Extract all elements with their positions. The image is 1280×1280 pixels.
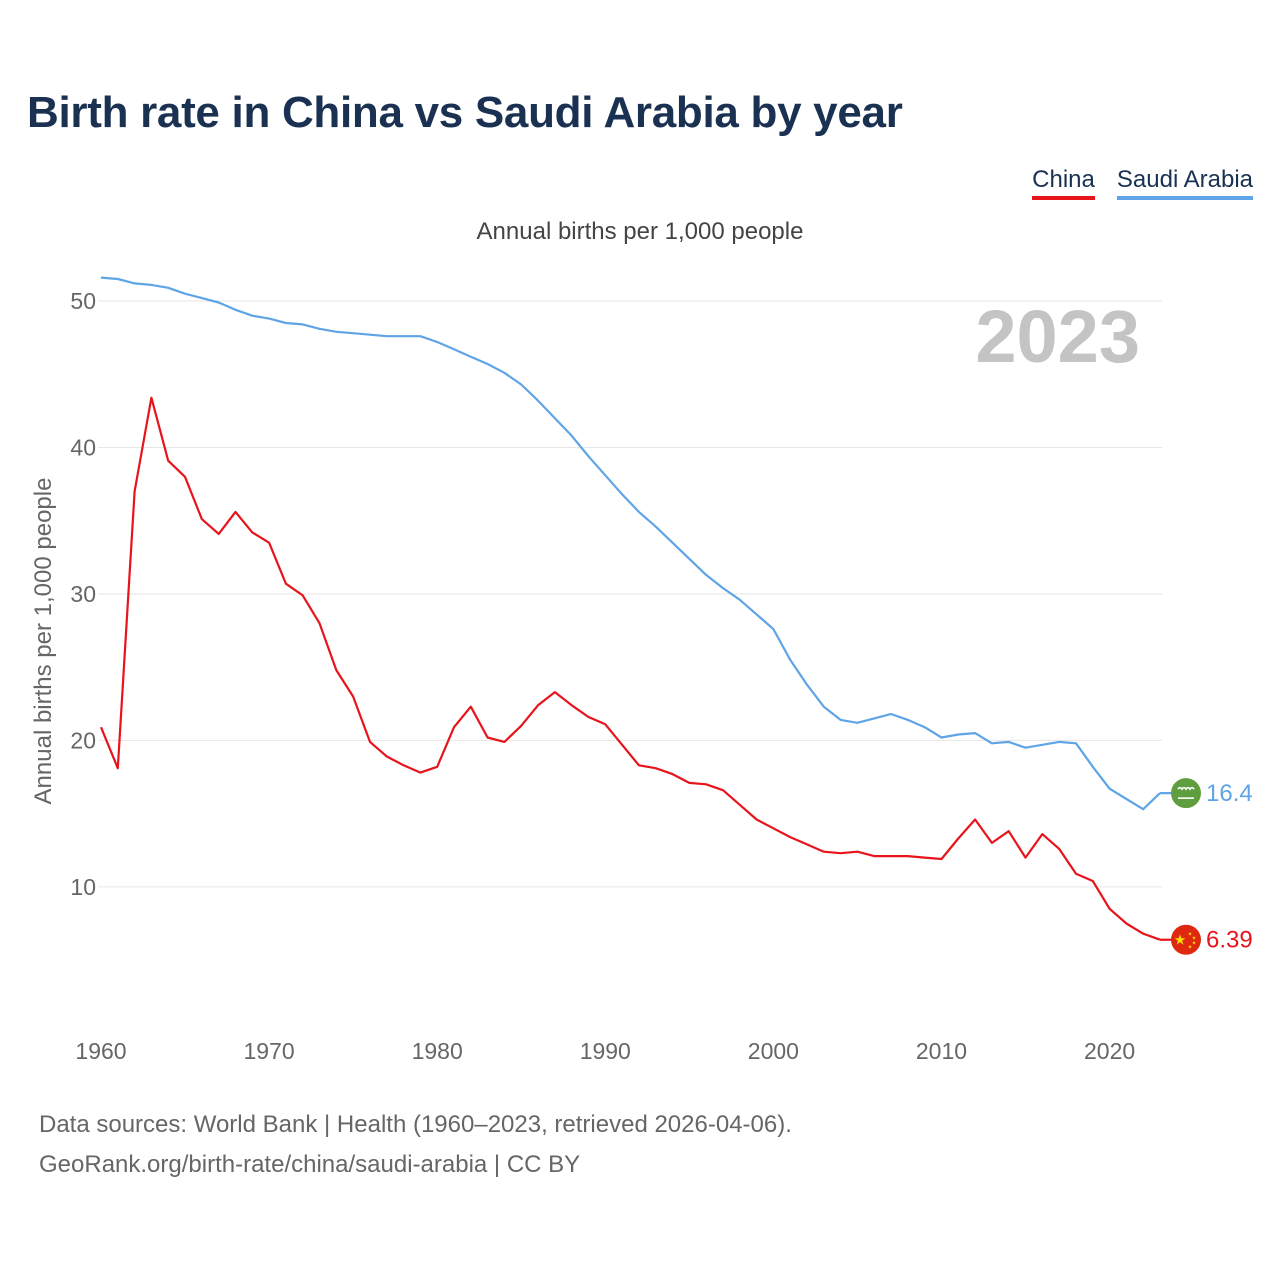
x-tick-label: 1990 [580, 1038, 631, 1064]
grid-lines [98, 300, 1162, 888]
y-tick-label: 20 [70, 727, 96, 753]
series-line-saudi-arabia[interactable] [100, 276, 1161, 811]
svg-text:★: ★ [1192, 936, 1197, 942]
legend-item-china[interactable]: China [1032, 166, 1095, 200]
y-axis-ticks: 10 20 30 40 50 [70, 288, 96, 900]
chart-subtitle: Annual births per 1,000 people [476, 218, 804, 245]
year-watermark: 2023 [975, 295, 1140, 378]
series-lines [99, 276, 1161, 941]
legend: China Saudi Arabia [1032, 166, 1253, 200]
end-value-label-saudi-arabia: 16.4 [1206, 780, 1253, 807]
flag-icon-china: ★ ★★★★ [1171, 924, 1201, 955]
x-tick-label: 2000 [748, 1038, 799, 1064]
flag-icon-saudi-arabia [1171, 778, 1201, 809]
svg-text:★: ★ [1174, 933, 1187, 949]
footer-link[interactable]: GeoRank.org/birth-rate/china/saudi-arabi… [39, 1151, 581, 1178]
footer: Data sources: World Bank | Health (1960–… [39, 1105, 792, 1185]
series-line-china[interactable] [99, 396, 1161, 941]
svg-text:★: ★ [1188, 945, 1193, 951]
footer-sources: Data sources: World Bank | Health (1960–… [39, 1111, 792, 1138]
svg-text:★: ★ [1192, 941, 1197, 947]
y-tick-label: 50 [70, 288, 96, 314]
y-tick-label: 10 [70, 874, 96, 900]
y-tick-label: 40 [70, 434, 96, 460]
legend-item-saudi-arabia[interactable]: Saudi Arabia [1116, 166, 1253, 200]
x-tick-label: 1960 [75, 1038, 126, 1064]
svg-text:★: ★ [1188, 932, 1193, 938]
x-tick-label: 1970 [244, 1038, 295, 1064]
x-tick-label: 2010 [916, 1038, 967, 1064]
x-tick-label: 2020 [1084, 1038, 1135, 1064]
x-tick-label: 1980 [412, 1038, 463, 1064]
end-value-label-china: 6.39 [1206, 927, 1253, 954]
chart-title: Birth rate in China vs Saudi Arabia by y… [27, 88, 903, 137]
y-tick-label: 30 [70, 581, 96, 607]
x-axis-ticks: 1960 1970 1980 1990 2000 2010 2020 [75, 1038, 1135, 1064]
y-axis-label: Annual births per 1,000 people [30, 478, 57, 805]
